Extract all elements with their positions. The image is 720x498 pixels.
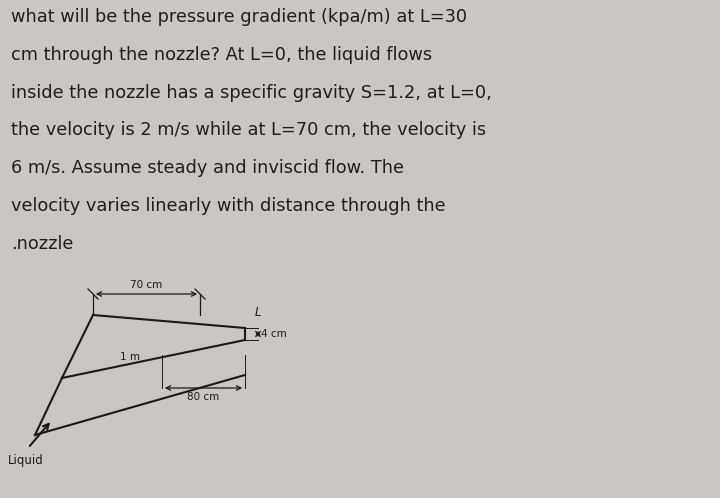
Text: velocity varies linearly with distance through the: velocity varies linearly with distance t…: [11, 197, 446, 215]
Text: 80 cm: 80 cm: [187, 392, 220, 402]
Text: inside the nozzle has a specific gravity S=1.2, at L=0,: inside the nozzle has a specific gravity…: [11, 84, 492, 102]
Text: Liquid: Liquid: [8, 454, 44, 467]
Text: 4 cm: 4 cm: [261, 329, 287, 339]
Text: 6 m/s. Assume steady and inviscid flow. The: 6 m/s. Assume steady and inviscid flow. …: [11, 159, 404, 177]
Text: cm through the nozzle? At L=0, the liquid flows: cm through the nozzle? At L=0, the liqui…: [11, 46, 432, 64]
Text: L: L: [255, 305, 261, 319]
Text: the velocity is 2 m/s while at L=70 cm, the velocity is: the velocity is 2 m/s while at L=70 cm, …: [11, 122, 486, 139]
Text: what will be the pressure gradient (kpa/m) at L=30: what will be the pressure gradient (kpa/…: [11, 8, 467, 26]
Text: 70 cm: 70 cm: [130, 280, 163, 290]
Text: 1 m: 1 m: [120, 352, 140, 362]
Text: .nozzle: .nozzle: [11, 235, 73, 253]
